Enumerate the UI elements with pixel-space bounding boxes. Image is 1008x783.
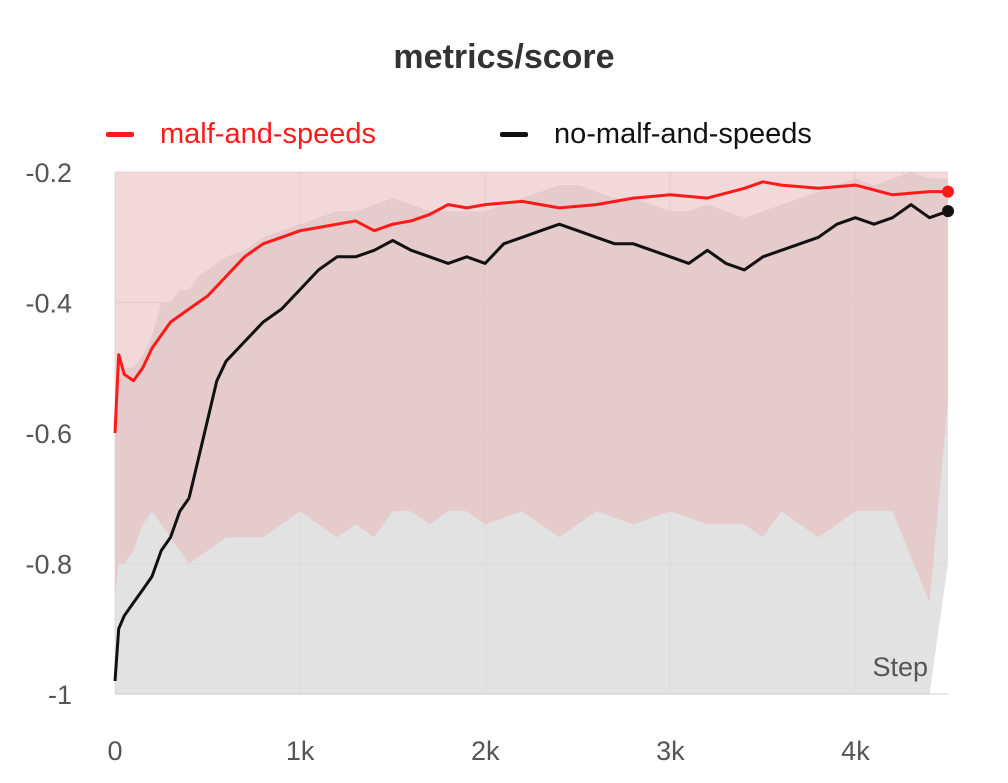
series-end-point-malf-and-speeds	[942, 185, 954, 198]
y-tick-label: -1	[48, 680, 72, 710]
chart-title: metrics/score	[393, 38, 615, 76]
legend-swatch-malf-and-speeds	[106, 132, 134, 137]
y-tick-label: -0.2	[25, 158, 72, 188]
variance-band-malf-and-speeds	[115, 172, 948, 603]
legend-item-malf-and-speeds[interactable]: malf-and-speeds	[106, 118, 376, 151]
x-tick-label: 4k	[841, 736, 870, 766]
legend-swatch-no-malf-and-speeds	[500, 132, 528, 137]
line-layer	[113, 180, 954, 682]
x-tick-label: 3k	[656, 736, 685, 766]
x-tick-label: 0	[107, 736, 122, 766]
axis-layer: -0.2 -0.4 -0.6 -0.8 -1 0 1k 2k 3k 4k	[25, 158, 948, 766]
legend-label-no-malf-and-speeds: no-malf-and-speeds	[554, 118, 812, 150]
series-line-malf-and-speeds	[113, 180, 948, 434]
legend: malf-and-speeds no-malf-and-speeds	[0, 118, 1008, 158]
y-tick-label: -0.6	[25, 419, 72, 449]
series-line-no-malf-and-speeds	[113, 203, 949, 682]
series-end-point-no-malf-and-speeds	[942, 205, 954, 218]
x-axis-label: Step	[872, 652, 928, 682]
x-tick-label: 2k	[471, 736, 500, 766]
x-tick-label: 1k	[286, 736, 315, 766]
y-tick-label: -0.4	[25, 289, 72, 319]
legend-item-no-malf-and-speeds[interactable]: no-malf-and-speeds	[500, 118, 812, 151]
band-layer	[115, 172, 948, 694]
legend-label-malf-and-speeds: malf-and-speeds	[160, 118, 376, 150]
y-tick-label: -0.8	[25, 550, 72, 580]
